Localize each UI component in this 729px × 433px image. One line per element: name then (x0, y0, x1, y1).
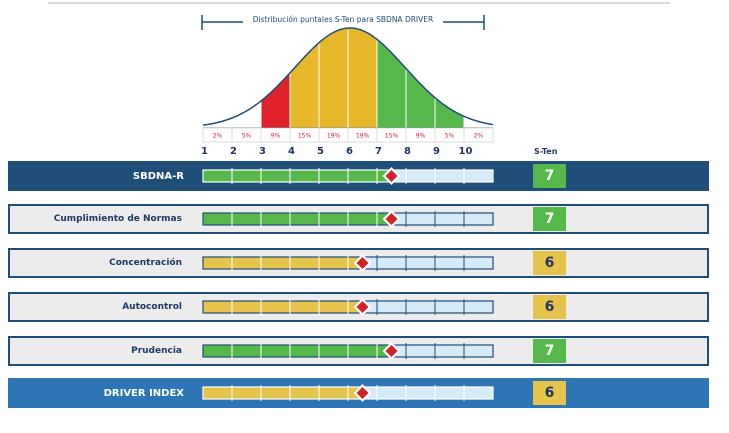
distribution-area-9 (435, 97, 464, 128)
score-badge: 7 (533, 164, 566, 188)
track-fill (203, 257, 363, 269)
track-fill (203, 170, 392, 182)
sten-scale-label: 3 (259, 146, 266, 157)
sten-scale-label: 5 (317, 146, 324, 157)
distribution-area-5 (319, 28, 348, 128)
score-marker (356, 387, 369, 399)
chart-title: Distribución puntales S-Ten para SBDNA D… (253, 15, 433, 24)
score-badge: 6 (533, 381, 566, 405)
score-track (202, 342, 494, 360)
score-row-label: Autocontrol (122, 302, 182, 312)
score-badge: 7 (533, 339, 566, 363)
distribution-area-6 (348, 28, 377, 128)
sten-scale-label: 1 (201, 146, 208, 157)
percent-label: 2% (213, 133, 223, 140)
distribution-area-2 (232, 100, 261, 128)
score-row-label: SBDNA-R (132, 170, 184, 182)
distribution-chart: Distribución puntales S-Ten para SBDNA D… (201, 13, 494, 143)
distribution-area-3 (261, 72, 290, 128)
distribution-area-4 (290, 42, 319, 129)
sten-scale-label: 6 (346, 146, 353, 157)
percent-label: 5% (242, 133, 252, 140)
score-row: Cumplimiento de Normas 7 (8, 204, 709, 234)
score-row: Autocontrol 6 (8, 292, 709, 322)
sten-header: S-Ten (534, 147, 558, 156)
track-fill (203, 387, 363, 399)
score-badge: 6 (533, 295, 566, 319)
sten-scale-label: 9 (433, 146, 440, 157)
score-track (202, 254, 494, 272)
score-marker (356, 257, 369, 269)
score-marker (385, 170, 398, 182)
score-row-label: Prudencia (131, 346, 182, 356)
top-rule (48, 2, 670, 4)
sten-scale-label: 4 (288, 146, 295, 157)
percent-label: 5% (445, 133, 455, 140)
percent-label: 15% (298, 133, 312, 140)
percent-label: 9% (416, 133, 426, 140)
score-track (202, 298, 494, 316)
title-backdrop (243, 13, 443, 25)
score-marker (356, 301, 369, 313)
score-row: SBDNA-R 7 (8, 161, 709, 191)
score-row-label: Concentración (109, 258, 182, 268)
percent-label: 2% (474, 133, 484, 140)
distribution-curve (202, 27, 494, 126)
score-row-label: Cumplimiento de Normas (53, 214, 182, 224)
percent-label: 19% (327, 133, 341, 140)
score-row-label: DRIVER INDEX (103, 387, 184, 399)
track-fill (203, 213, 392, 225)
score-track (202, 210, 494, 228)
distribution-area-8 (406, 68, 435, 128)
score-track (202, 384, 494, 402)
sten-scale-label: 2 (230, 146, 237, 157)
score-row: Concentración 6 (8, 248, 709, 278)
sten-scale: 1 2 3 4 5 6 7 8 9 10 (0, 145, 729, 159)
score-row: Prudencia 7 (8, 336, 709, 366)
score-track (202, 167, 494, 185)
sten-scale-label: 10 (458, 146, 473, 157)
sten-scale-label: 8 (404, 146, 411, 157)
percent-label: 15% (385, 133, 399, 140)
score-badge: 6 (533, 251, 566, 275)
track-fill (203, 301, 363, 313)
percent-label: 9% (271, 133, 281, 140)
score-badge: 7 (533, 207, 566, 231)
score-row: DRIVER INDEX 6 (8, 378, 709, 408)
score-marker (385, 213, 398, 225)
sten-scale-label: 7 (375, 146, 382, 157)
track-fill (203, 345, 392, 357)
percent-label: 19% (356, 133, 370, 140)
score-marker (385, 345, 398, 357)
